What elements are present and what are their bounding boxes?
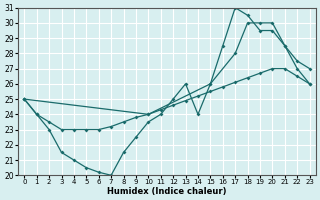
X-axis label: Humidex (Indice chaleur): Humidex (Indice chaleur) [107,187,227,196]
